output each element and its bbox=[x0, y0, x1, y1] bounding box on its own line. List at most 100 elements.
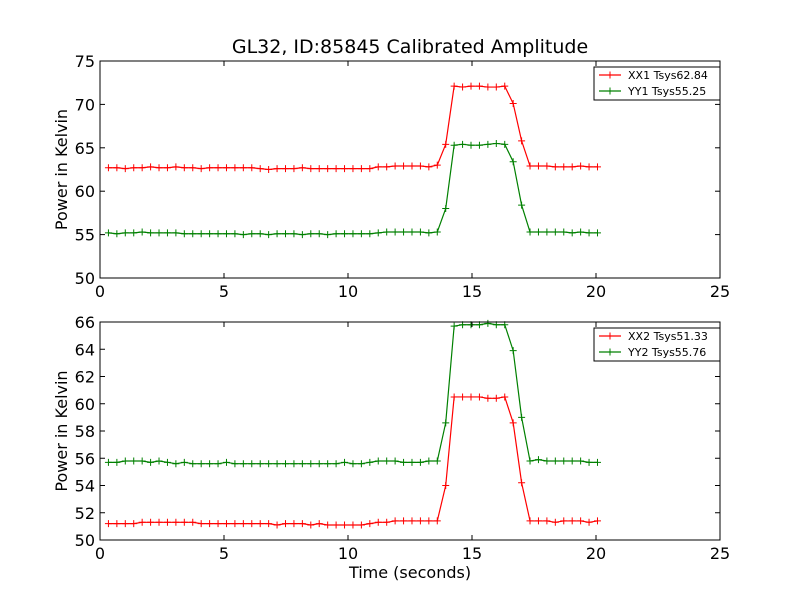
data-point-marker bbox=[518, 413, 526, 421]
data-point-marker bbox=[315, 230, 323, 238]
data-point-marker bbox=[374, 163, 382, 171]
data-point-marker bbox=[130, 229, 138, 237]
data-point-marker bbox=[560, 517, 568, 525]
data-point-marker bbox=[518, 479, 526, 487]
data-point-marker bbox=[189, 518, 197, 526]
y-tick-label: 60 bbox=[75, 395, 95, 414]
data-point-marker bbox=[383, 228, 391, 236]
data-point-marker bbox=[492, 139, 500, 147]
data-point-marker bbox=[189, 164, 197, 172]
data-point-marker bbox=[433, 517, 441, 525]
y-tick-label: 52 bbox=[75, 504, 95, 523]
data-point-marker bbox=[239, 460, 247, 468]
data-point-marker bbox=[282, 460, 290, 468]
data-point-marker bbox=[475, 82, 483, 90]
data-point-marker bbox=[509, 158, 517, 166]
data-point-marker bbox=[551, 163, 559, 171]
data-point-marker bbox=[298, 231, 306, 239]
data-point-marker bbox=[332, 230, 340, 238]
data-point-marker bbox=[104, 229, 112, 237]
data-point-marker bbox=[231, 460, 239, 468]
data-point-marker bbox=[307, 165, 315, 173]
data-point-marker bbox=[484, 319, 492, 327]
data-point-marker bbox=[357, 165, 365, 173]
data-point-marker bbox=[163, 458, 171, 466]
data-point-marker bbox=[121, 457, 129, 465]
x-tick-label: 0 bbox=[95, 282, 105, 301]
data-point-marker bbox=[155, 164, 163, 172]
data-point-marker bbox=[206, 460, 214, 468]
data-point-marker bbox=[206, 230, 214, 238]
data-point-marker bbox=[391, 162, 399, 170]
data-point-marker bbox=[189, 230, 197, 238]
data-point-marker bbox=[534, 162, 542, 170]
data-point-marker bbox=[577, 457, 585, 465]
data-point-marker bbox=[568, 229, 576, 237]
data-point-marker bbox=[307, 230, 315, 238]
data-point-marker bbox=[239, 520, 247, 528]
x-tick-label: 5 bbox=[219, 282, 229, 301]
data-point-marker bbox=[324, 460, 332, 468]
data-point-marker bbox=[459, 393, 467, 401]
legend-box bbox=[593, 327, 721, 362]
data-point-marker bbox=[349, 230, 357, 238]
data-point-marker bbox=[416, 458, 424, 466]
data-point-marker bbox=[357, 230, 365, 238]
data-point-marker bbox=[121, 520, 129, 528]
top-panel: 0 5 10 15 20 25 50 55 60 65 70 75 Power in Kelvin XX1… bbox=[52, 52, 730, 301]
legend-label: XX1 Tsys62.84 bbox=[628, 69, 708, 82]
data-point-marker bbox=[408, 228, 416, 236]
data-point-marker bbox=[324, 521, 332, 529]
data-point-marker bbox=[442, 482, 450, 489]
data-point-marker bbox=[366, 230, 374, 238]
data-point-marker bbox=[298, 164, 306, 172]
data-point-marker bbox=[518, 201, 526, 209]
x-tick-label: 0 bbox=[95, 544, 105, 563]
data-point-marker bbox=[467, 141, 475, 149]
data-point-marker bbox=[551, 518, 559, 526]
data-point-marker bbox=[391, 517, 399, 525]
data-point-marker bbox=[450, 82, 458, 90]
data-point-marker bbox=[383, 518, 391, 526]
legend-label: XX2 Tsys51.33 bbox=[628, 330, 708, 343]
data-point-marker bbox=[130, 164, 138, 172]
y-tick-label: 60 bbox=[75, 182, 95, 201]
data-point-marker bbox=[273, 460, 281, 468]
data-point-marker bbox=[172, 518, 180, 526]
data-point-marker bbox=[298, 460, 306, 468]
data-point-marker bbox=[450, 393, 458, 401]
data-point-marker bbox=[492, 83, 500, 91]
data-point-marker bbox=[475, 141, 483, 149]
y-tick-label: 62 bbox=[75, 368, 95, 387]
data-point-marker bbox=[231, 520, 239, 528]
data-point-marker bbox=[248, 164, 256, 172]
data-point-marker bbox=[332, 521, 340, 529]
data-point-marker bbox=[155, 457, 163, 465]
data-point-marker bbox=[197, 230, 205, 238]
data-point-marker bbox=[501, 393, 509, 401]
x-tick-label: 15 bbox=[462, 544, 482, 563]
data-point-marker bbox=[147, 229, 155, 237]
data-point-marker bbox=[543, 162, 551, 170]
data-point-marker bbox=[400, 162, 408, 170]
data-point-marker bbox=[315, 460, 323, 468]
legend-label: YY2 Tsys55.76 bbox=[627, 346, 706, 359]
y-tick-label: 55 bbox=[75, 226, 95, 245]
data-point-marker bbox=[400, 228, 408, 236]
x-tick-label: 5 bbox=[219, 544, 229, 563]
x-axis-label: Time (seconds) bbox=[348, 563, 471, 582]
data-point-marker bbox=[113, 230, 121, 238]
data-point-marker bbox=[349, 521, 357, 529]
data-point-marker bbox=[425, 229, 433, 237]
data-point-marker bbox=[433, 457, 441, 465]
data-point-marker bbox=[214, 164, 222, 172]
data-point-marker bbox=[526, 457, 534, 465]
data-point-marker bbox=[172, 460, 180, 468]
data-point-marker bbox=[374, 457, 382, 465]
x-tick-label: 15 bbox=[462, 282, 482, 301]
data-point-marker bbox=[568, 163, 576, 171]
legend-marker bbox=[606, 71, 614, 79]
data-point-marker bbox=[484, 394, 492, 402]
data-point-marker bbox=[526, 228, 534, 236]
